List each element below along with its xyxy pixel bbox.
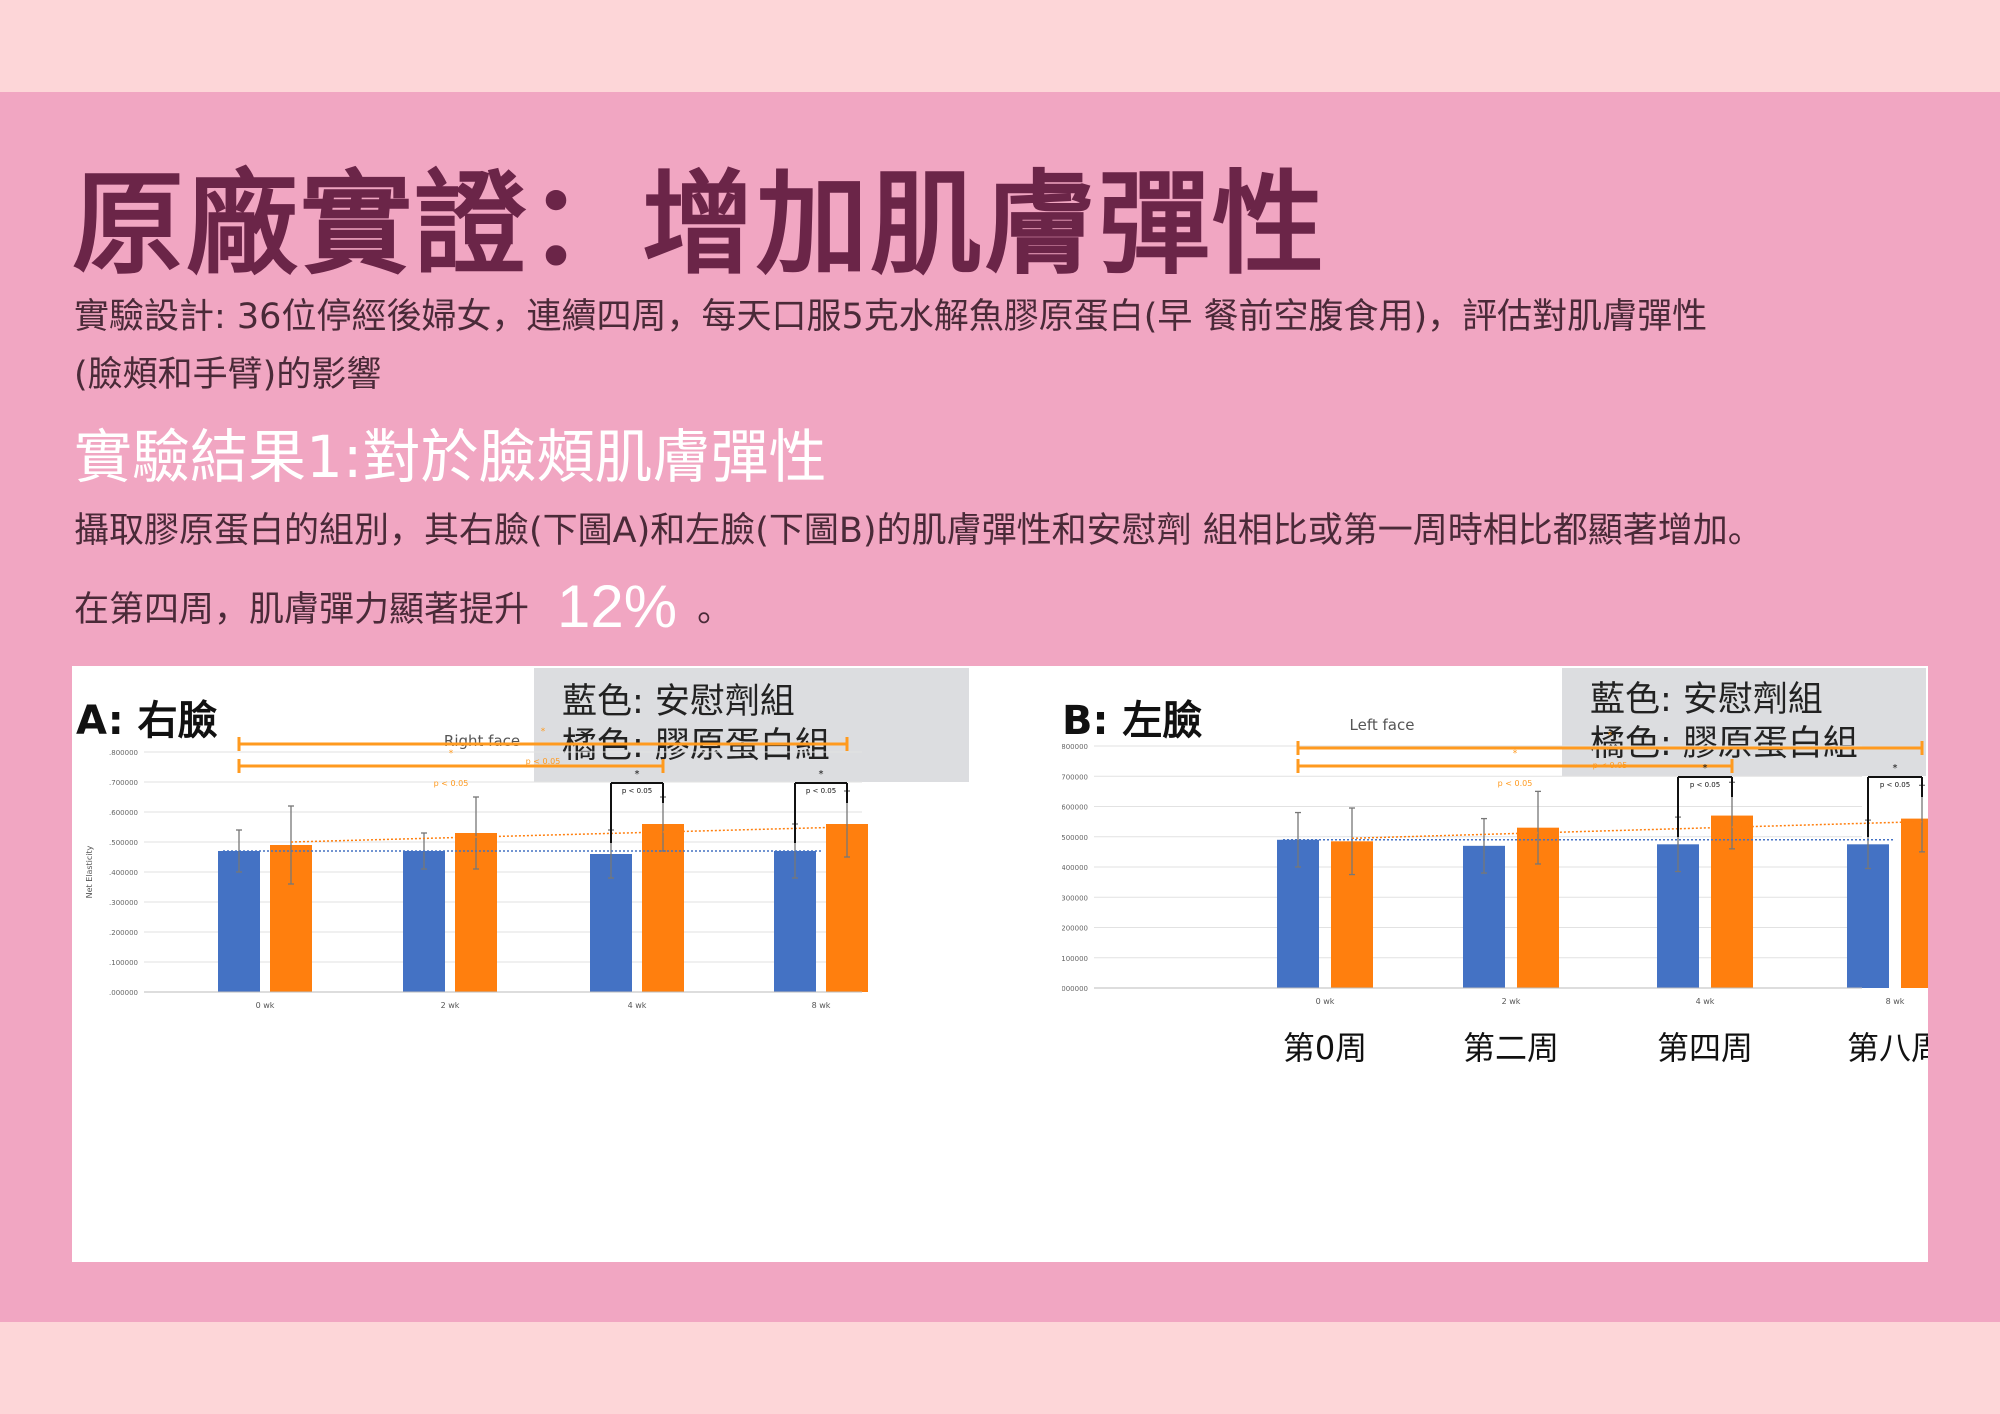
bracket-0-4wk-p: p < 0.05: [434, 779, 469, 788]
legend-placebo: 藍色: 安慰劑組: [562, 682, 795, 722]
y-tick-label: .300000: [109, 899, 138, 907]
panel-a-label: A: 右臉: [76, 698, 218, 744]
x-tick-label: 0 wk: [1316, 997, 1335, 1006]
bracket-0-4wk-p: p < 0.05: [1498, 779, 1533, 788]
y-tick-label: .300000: [1062, 894, 1088, 902]
panel-a-legend: 藍色: 安慰劑組 橘色: 膠原蛋白組: [534, 668, 969, 782]
chart-title: Left face: [1350, 716, 1415, 734]
sig-box-4wk-star: *: [635, 769, 640, 780]
highlight-suffix: 。: [697, 590, 733, 630]
design-text-line1: 實驗設計: 36位停經後婦女，連續四周，每天口服5克水解魚膠原蛋白(早 餐前空腹…: [74, 297, 1708, 337]
x-category-label-zh: 第四周: [1657, 1029, 1753, 1067]
x-category-label-zh: 第八周: [1847, 1029, 1928, 1067]
bracket-0-8wk-p: p < 0.05: [526, 757, 561, 766]
sig-box-4wk-p: p < 0.05: [1690, 781, 1720, 789]
figure-area: A: 右臉 藍色: 安慰劑組 橘色: 膠原蛋白組 .000000 .100000.…: [72, 666, 1928, 1262]
y-axis-label: Net Elasticity: [85, 845, 94, 898]
sig-box-8wk-star: *: [1893, 763, 1898, 774]
sig-box-4wk-p: p < 0.05: [622, 787, 652, 795]
highlight-line: 在第四周，肌膚彈力顯著提升 12% 。: [74, 572, 732, 641]
x-tick-label: 4 wk: [1696, 997, 1715, 1006]
sig-box-4wk-star: *: [1703, 763, 1708, 774]
y-tick-label: .000000: [109, 989, 138, 997]
sig-box-8wk-star: *: [819, 769, 824, 780]
y-tick-label: .000000: [1062, 985, 1088, 993]
x-tick-label: 0 wk: [256, 1001, 275, 1010]
panel-b-label: B: 左臉: [1062, 698, 1203, 744]
bottom-band: [0, 1322, 2000, 1414]
collagen-trendline: [290, 826, 848, 843]
y-tick-label: .500000: [1062, 834, 1088, 842]
design-text-line2: (臉頰和手臂)的影響: [74, 355, 382, 395]
x-tick-label: 4 wk: [628, 1001, 647, 1010]
y-tick-label: .700000: [1062, 773, 1088, 781]
y-tick-label: .800000: [109, 749, 138, 757]
result-text: 攝取膠原蛋白的組別，其右臉(下圖A)和左臉(下圖B)的肌膚彈性和安慰劑 組相比或…: [74, 511, 1763, 551]
x-tick-label: 2 wk: [441, 1001, 460, 1010]
highlight-prefix: 在第四周，肌膚彈力顯著提升: [74, 590, 530, 630]
x-category-label-zh: 第0周: [1283, 1029, 1367, 1067]
y-tick-label: .200000: [1062, 925, 1088, 933]
collagen-bar: [1901, 818, 1928, 988]
collagen-bar: [642, 824, 684, 992]
collagen-trendline: [1351, 820, 1923, 840]
y-tick-label: .800000: [1062, 743, 1088, 751]
x-category-label-zh: 第二周: [1463, 1029, 1559, 1067]
y-tick-label: .600000: [1062, 804, 1088, 812]
legend-collagen: 橘色: 膠原蛋白組: [1590, 724, 1858, 764]
bracket-0-8wk-star: *: [541, 727, 546, 737]
placebo-bar: [218, 851, 260, 992]
panel-b-legend: 藍色: 安慰劑組 橘色: 膠原蛋白組: [1562, 668, 1926, 776]
bracket-0-4wk-star: *: [1513, 749, 1518, 759]
highlight-value: 12%: [557, 573, 678, 640]
y-tick-label: .500000: [109, 839, 138, 847]
chart-left-face: .000000 .100000 .200000 .300000 .400000 .5000…: [1062, 716, 1928, 1067]
result-heading: 實驗結果1:對於臉頰肌膚彈性: [74, 423, 827, 491]
y-tick-label: .400000: [109, 869, 138, 877]
main-panel: 原廠實證：增加肌膚彈性 實驗設計: 36位停經後婦女，連續四周，每天口服5克水解…: [0, 92, 2000, 1322]
y-tick-label: .200000: [109, 929, 138, 937]
y-tick-label: .600000: [109, 809, 138, 817]
sig-box-8wk-p: p < 0.05: [1880, 781, 1910, 789]
bracket-0-4wk-star: *: [449, 749, 454, 759]
x-tick-label: 8 wk: [812, 1001, 831, 1010]
x-tick-label: 2 wk: [1502, 997, 1521, 1006]
bracket-0-8wk-star: *: [1608, 731, 1613, 741]
y-tick-label: .100000: [1062, 955, 1088, 963]
chart-right-face: .000000 .100000 .200000 .300000 .400000 .5000…: [85, 727, 868, 1010]
top-band: [0, 0, 2000, 92]
chart-title: Right face: [444, 732, 520, 750]
sig-box-8wk-p: p < 0.05: [806, 787, 836, 795]
placebo-bar: [403, 851, 445, 992]
y-tick-label: .100000: [109, 959, 138, 967]
legend-placebo: 藍色: 安慰劑組: [1590, 680, 1823, 720]
y-tick-label: .400000: [1062, 864, 1088, 872]
page-title: 原廠實證：增加肌膚彈性: [72, 160, 1326, 290]
legend-collagen: 橘色: 膠原蛋白組: [562, 726, 830, 766]
y-tick-label: .700000: [109, 779, 138, 787]
x-tick-label: 8 wk: [1886, 997, 1905, 1006]
